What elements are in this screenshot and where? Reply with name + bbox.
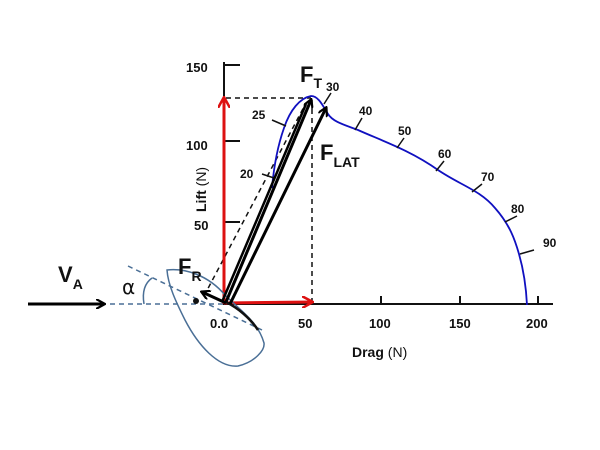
boat-hull <box>166 268 265 367</box>
curve-label: 70 <box>481 170 495 184</box>
x-axis-label: Drag (N) <box>352 344 407 360</box>
sail <box>225 300 260 331</box>
y-axis-label: Lift (N) <box>193 167 209 212</box>
curve-label: 90 <box>543 236 557 250</box>
curve-label: 80 <box>511 202 525 216</box>
x-tick-label: 50 <box>298 316 312 331</box>
curve-label: 30 <box>326 80 340 94</box>
mast <box>193 298 199 304</box>
x-tick-label: 100 <box>369 316 391 331</box>
y-tick-label: 100 <box>186 138 208 153</box>
x-tick-label: 150 <box>449 316 471 331</box>
curve-label: 20 <box>240 167 254 181</box>
lateral-force-label: FLAT <box>320 140 360 170</box>
x-tick-label: 0.0 <box>210 316 228 331</box>
construction-lines <box>110 97 313 331</box>
apparent-wind-label: VA <box>58 262 83 292</box>
polar-curve <box>271 95 528 306</box>
curve-label: 25 <box>252 108 266 122</box>
total-force-arrow-2 <box>220 103 308 303</box>
drag-component-arrow <box>223 302 312 303</box>
curve-ticks <box>261 92 535 255</box>
curve-label: 50 <box>398 124 412 138</box>
x-tick-label: 200 <box>526 316 548 331</box>
curve-label: 60 <box>438 147 452 161</box>
y-tick-label: 50 <box>194 218 208 233</box>
angle-label: α <box>122 275 135 299</box>
angle-arc <box>142 277 153 305</box>
resistance-label: FR <box>178 254 202 284</box>
y-tick-label: 150 <box>186 60 208 75</box>
total-force-arrow <box>224 100 311 303</box>
lateral-force-arrow <box>228 108 326 305</box>
total-force-label: FT <box>300 62 322 91</box>
axes: 150 100 50 0.0 50 100 150 200 Drag (N) L… <box>186 60 553 360</box>
resistance-force-arrow <box>202 292 227 305</box>
curve-label: 40 <box>359 104 373 118</box>
